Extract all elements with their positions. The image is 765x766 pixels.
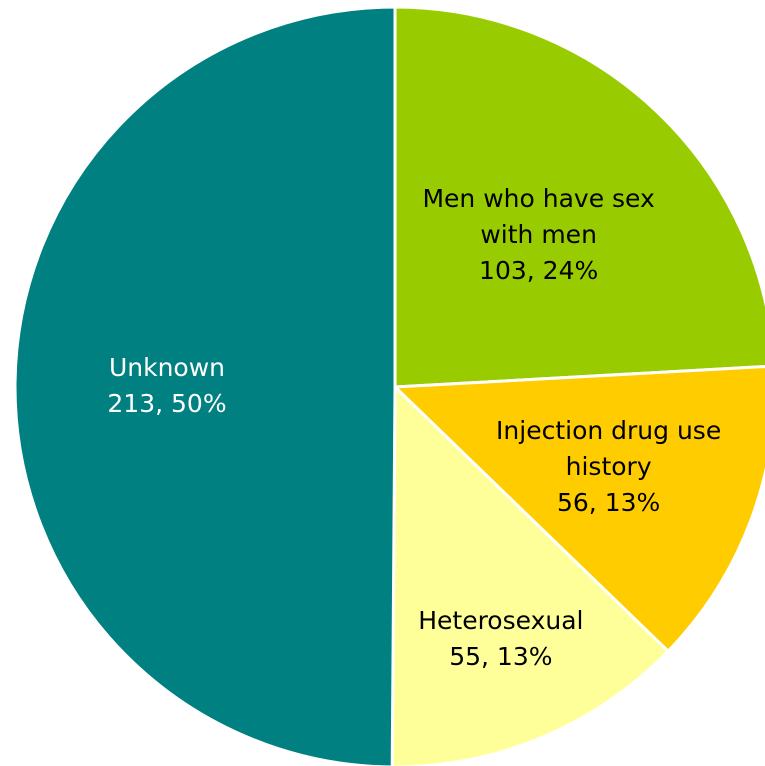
pie-slice [391, 365, 765, 654]
value-label: 103, 24% [479, 256, 599, 286]
category-label: Unknown [108, 353, 226, 383]
slice-label: Unknown 213, 50% [67, 350, 267, 422]
slice-label: Heterosexual 55, 13% [406, 603, 596, 675]
value-label: 55, 13% [449, 642, 553, 672]
category-label: Heterosexual [418, 606, 584, 636]
pie-slice [393, 5, 765, 389]
value-label: 213, 50% [107, 389, 227, 419]
slice-label: Injection drug use history 56, 13% [489, 413, 729, 521]
category-label: Men who have sex with men [422, 184, 655, 250]
category-label: Injection drug use history [496, 415, 722, 481]
slice-label: Men who have sex with men 103, 24% [419, 181, 659, 289]
value-label: 56, 13% [556, 487, 661, 517]
pie-slice [390, 383, 671, 766]
pie-slice [13, 5, 397, 766]
